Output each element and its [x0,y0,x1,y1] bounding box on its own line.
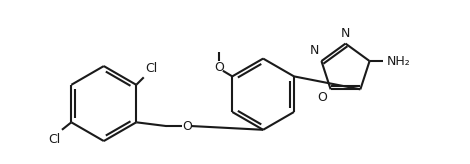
Text: Cl: Cl [48,133,60,146]
Text: N: N [341,27,350,40]
Text: O: O [182,120,192,133]
Text: NH₂: NH₂ [386,55,410,68]
Text: O: O [317,91,327,104]
Text: Cl: Cl [146,62,158,74]
Text: N: N [309,44,319,57]
Text: O: O [214,61,224,73]
